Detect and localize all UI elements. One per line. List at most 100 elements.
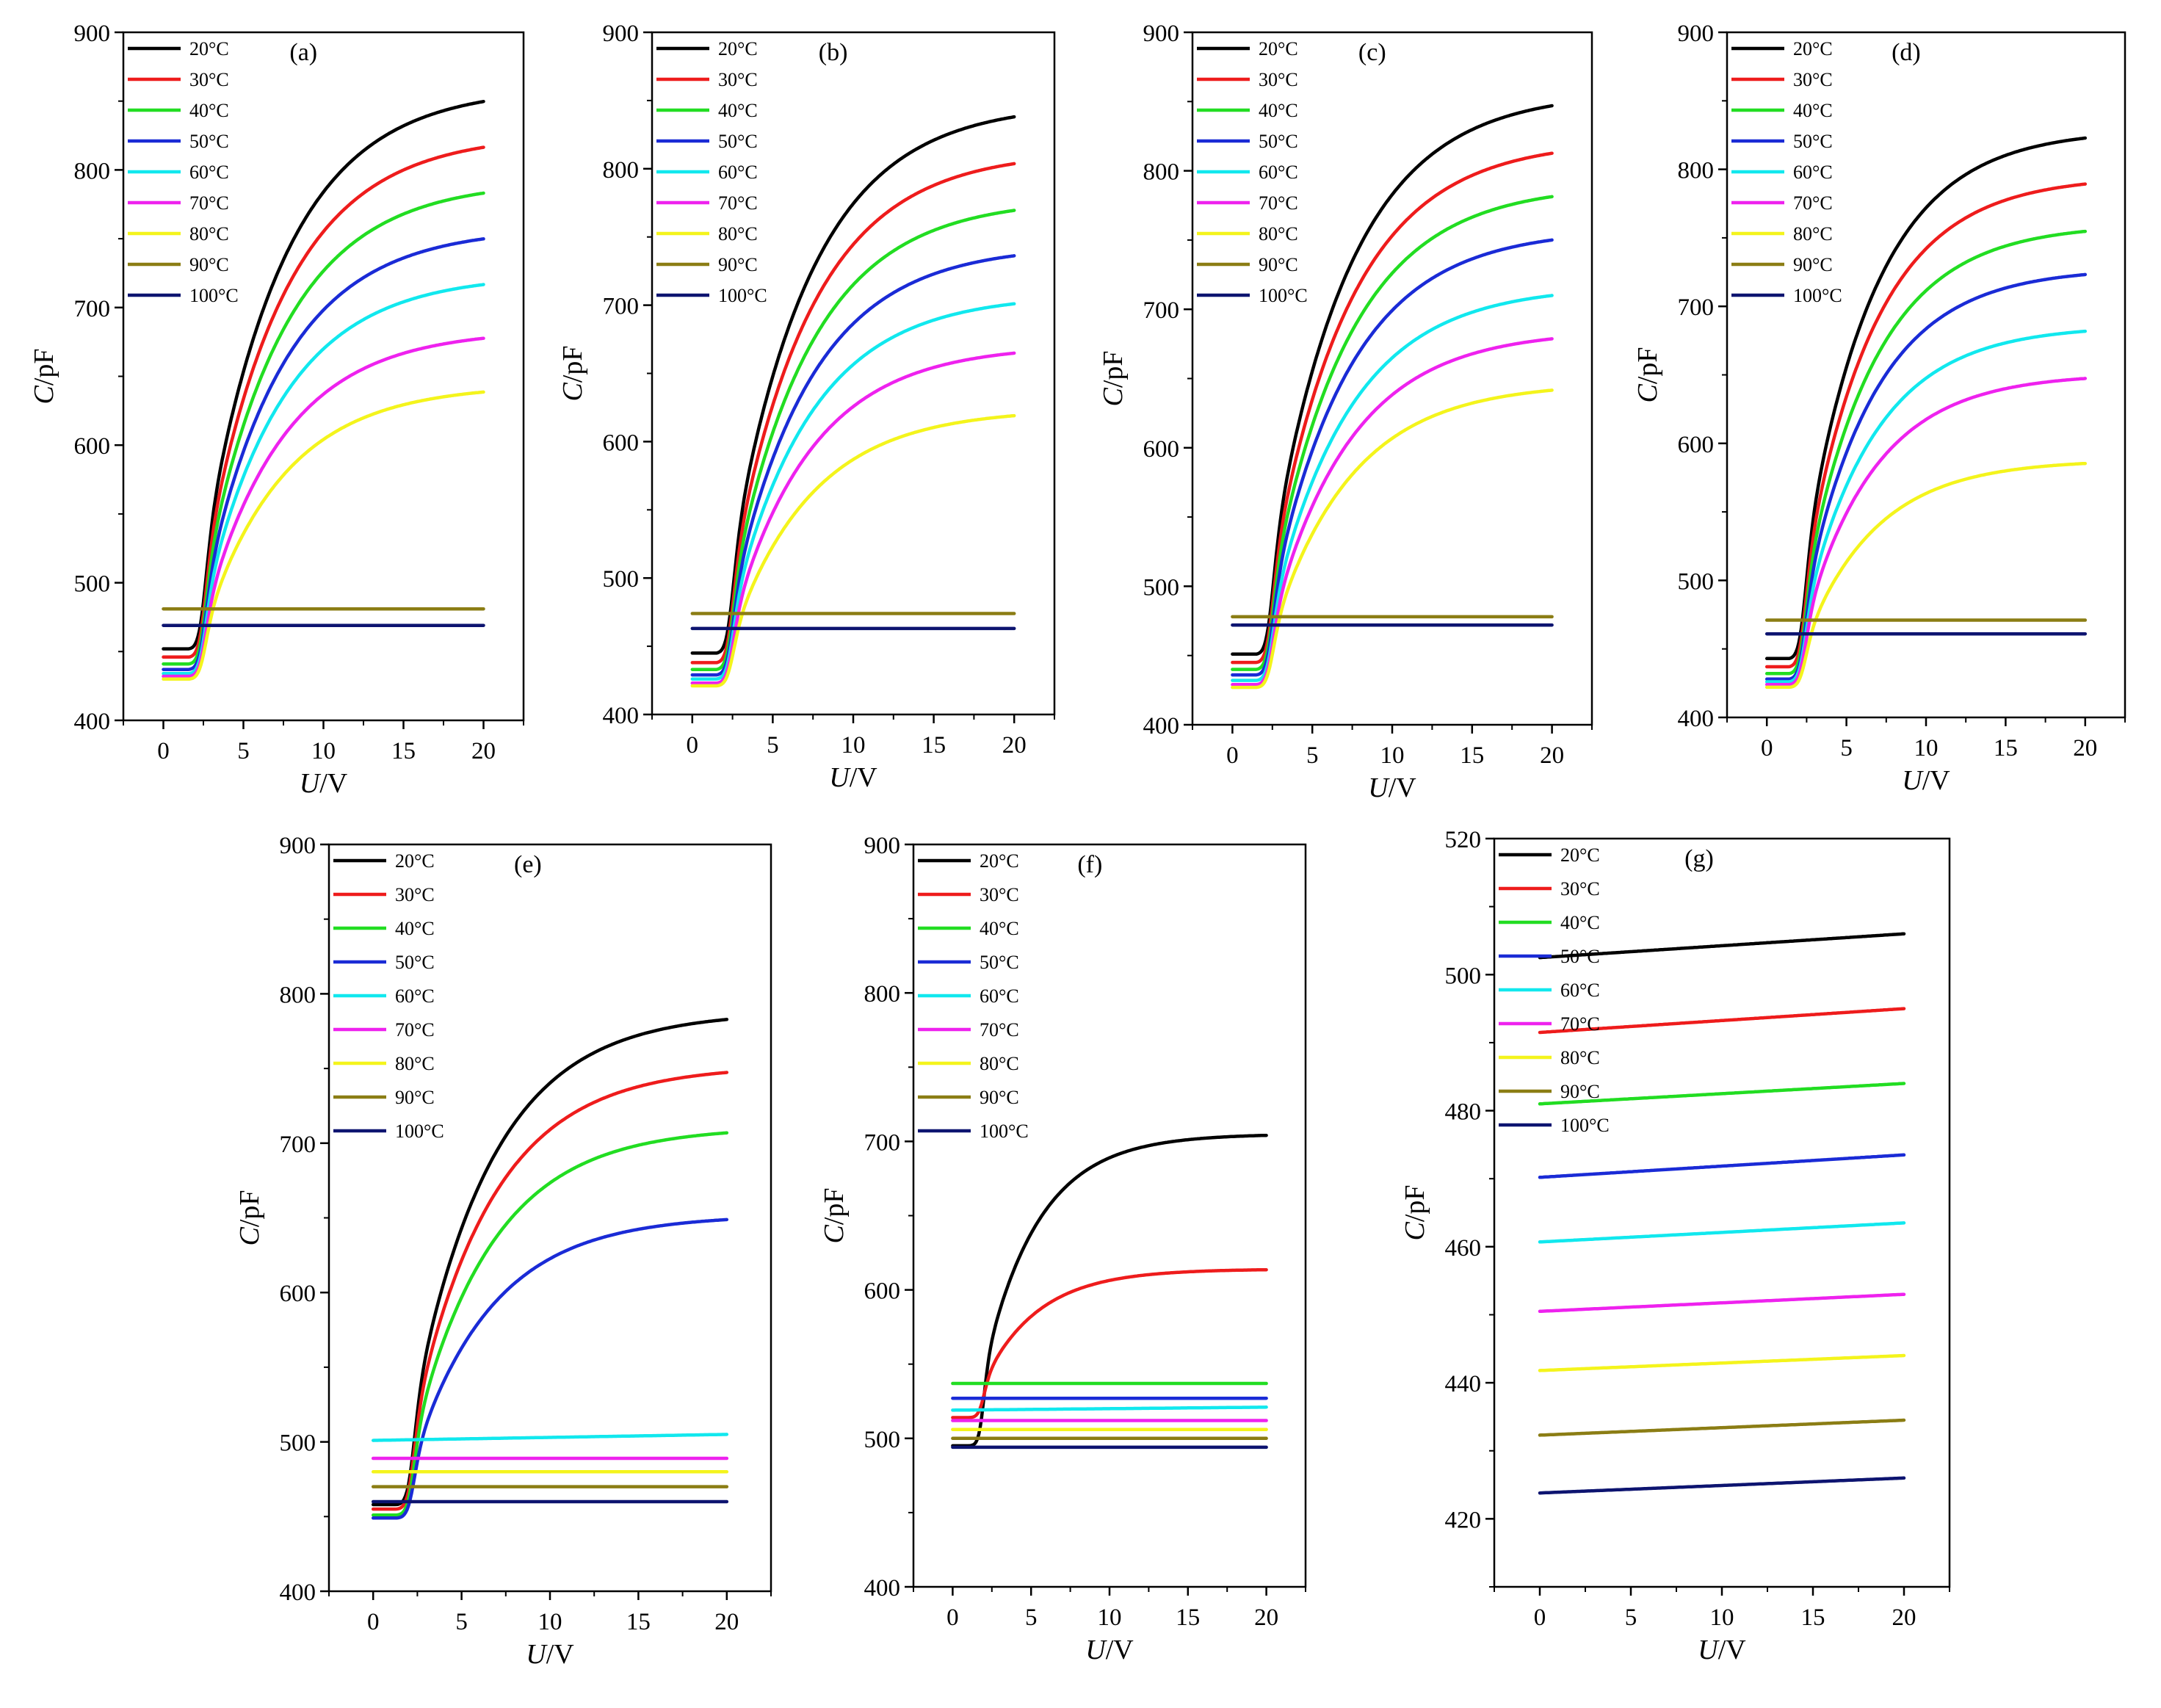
legend-entry-label: 90°C [1259,254,1298,275]
series-group [690,115,1016,688]
y-tick-label: 500 [74,571,111,598]
legend-entry-label: 30°C [1560,878,1600,900]
legend-entry-label: 80°C [1259,223,1298,245]
x-tick-label: 20 [1892,1604,1916,1631]
x-tick-label: 5 [455,1609,468,1635]
series-line-c-80c [1231,388,1554,690]
legend-entry-label: 70°C [980,1019,1019,1041]
x-tick-label: 0 [367,1609,380,1635]
x-tick-label: 10 [311,738,336,764]
x-axis-label: U/V [829,762,877,793]
legend-entry-label: 70°C [395,1019,435,1041]
series-line-c-30c [1231,151,1554,665]
y-tick-label: 600 [74,433,111,460]
y-tick-label: 800 [1678,158,1715,184]
panel-label: (e) [514,851,542,878]
series-line-c-50c [1231,238,1554,677]
legend-entry-label: 30°C [395,884,435,905]
y-axis-label: C/pF [819,1187,850,1243]
x-axis-label: U/V [1902,765,1950,796]
legend-entry-label: 100°C [395,1121,444,1142]
x-tick-label: 5 [1625,1604,1637,1631]
chart-panel-c: 0 5 10 15 20 400 500 600 700 800 900 U/V C/pF (c) 20°C… [1098,21,1593,803]
legend-entry-label: 20°C [1793,38,1833,59]
x-tick-label: 5 [767,732,779,759]
series-line-a-20c [162,99,485,651]
series-line-d-80c [1764,461,2088,690]
series-line-f-60c [951,1405,1268,1412]
legend: 20°C 30°C 40°C 50°C 60°C 70°C 80°C 90°C 100°C [1197,38,1308,306]
y-tick-label: 700 [1143,297,1180,324]
x-tick-label: 0 [687,732,699,759]
y-tick-label: 700 [1678,294,1715,321]
legend-entry-label: 90°C [395,1087,435,1108]
legend-entry-label: 60°C [980,985,1019,1007]
series-group [1231,104,1554,690]
y-tick-label: 900 [280,833,316,859]
legend-entry-label: 90°C [189,254,229,275]
y-tick-label: 900 [603,21,640,47]
y-tick-label: 400 [603,703,640,729]
x-tick-label: 15 [391,738,416,764]
legend-entry-label: 50°C [395,952,435,973]
y-tick-label: 800 [864,981,901,1007]
y-tick-label: 900 [74,21,111,47]
series-line-g-70c [1538,1292,1906,1314]
legend-entry-label: 80°C [395,1053,435,1074]
legend-entry-label: 70°C [1793,192,1833,214]
x-tick-label: 5 [237,738,250,764]
x-axis-label: U/V [1698,1635,1746,1665]
y-axis-label: C/pF [1632,347,1663,402]
y-tick-label: 400 [74,709,111,735]
series-group [951,1133,1268,1450]
legend-entry-label: 100°C [718,285,767,306]
x-tick-label: 5 [1840,735,1853,761]
chart-panel-b: 0 5 10 15 20 400 500 600 700 800 900 U/V C/pF (b) 20°C… [557,21,1056,793]
panel-label: (g) [1684,845,1714,872]
series-line-e-50c [371,1217,729,1520]
y-tick-label: 700 [280,1132,316,1158]
series-line-g-90c [1538,1418,1906,1437]
series-line-c-70c [1231,337,1554,687]
plot-frame [912,843,1307,1588]
y-tick-label: 400 [280,1579,316,1606]
series-line-a-40c [162,191,485,666]
series-line-b-80c [690,413,1016,688]
legend-entry-label: 90°C [1560,1081,1600,1102]
legend-entry-label: 70°C [1560,1013,1600,1035]
x-tick-label: 15 [1176,1604,1200,1631]
x-axis-label: U/V [300,768,348,799]
y-tick-label: 900 [864,833,901,859]
legend-entry-label: 20°C [718,38,758,59]
series-line-b-70c [690,351,1016,685]
legend-entry-label: 20°C [189,38,229,59]
legend-entry-label: 100°C [1259,285,1308,306]
y-tick-label: 400 [1678,706,1715,732]
x-tick-label: 20 [1002,732,1027,759]
x-axis-label: U/V [526,1639,574,1670]
y-tick-label: 800 [1143,159,1180,186]
y-tick-label: 480 [1445,1099,1482,1126]
legend: 20°C 30°C 40°C 50°C 60°C 70°C 80°C 90°C 100°C [656,38,767,306]
x-tick-label: 0 [1534,1604,1546,1631]
y-tick-label: 460 [1445,1235,1482,1262]
y-tick-label: 500 [1445,963,1482,989]
chart-panel-d: 0 5 10 15 20 400 500 600 700 800 900 U/V C/pF (d) 20°C… [1632,21,2126,796]
legend: 20°C 30°C 40°C 50°C 60°C 70°C 80°C 90°C 100°C [333,850,444,1142]
series-line-b-40c [690,209,1016,671]
legend-entry-label: 80°C [980,1053,1019,1074]
series-line-d-50c [1764,272,2088,681]
series-line-g-80c [1538,1353,1906,1372]
legend-entry-label: 60°C [1793,162,1833,183]
legend-entry-label: 50°C [980,952,1019,973]
x-tick-label: 15 [1994,735,2018,761]
series-line-d-60c [1764,329,2088,684]
series-line-a-30c [162,145,485,659]
legend-entry-label: 30°C [189,69,229,90]
legend-entry-label: 50°C [718,131,758,152]
series-line-e-20c [371,1018,729,1507]
chart-panel-e: 0 5 10 15 20 400 500 600 700 800 900 U/V C/pF (e) 20°C… [234,833,772,1670]
y-tick-label: 500 [1143,574,1180,601]
y-tick-label: 520 [1445,827,1482,853]
series-line-b-30c [690,162,1016,665]
